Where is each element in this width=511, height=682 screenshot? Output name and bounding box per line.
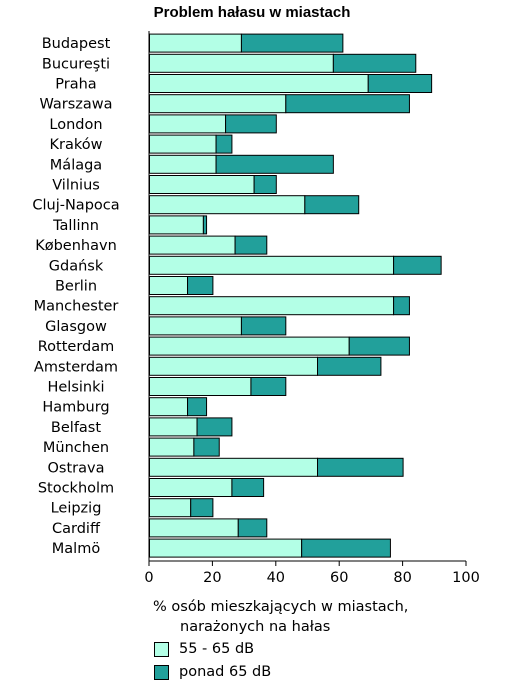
bar-København-series-2 bbox=[234, 235, 268, 255]
category-label: Helsinki bbox=[47, 380, 104, 396]
category-label: Manchester bbox=[34, 299, 119, 315]
bar-Budapest-series-2 bbox=[240, 33, 344, 53]
category-label: Vilnius bbox=[52, 178, 100, 194]
x-axis-label-line-1: % osób mieszkających w miastach, bbox=[153, 599, 409, 615]
bar-Ostrava-series-2 bbox=[317, 457, 404, 477]
bars bbox=[149, 33, 442, 558]
category-label: København bbox=[35, 238, 117, 254]
bar-Budapest-series-1 bbox=[149, 33, 242, 53]
bar-Tallinn-series-2 bbox=[202, 215, 208, 235]
category-label: Amsterdam bbox=[34, 359, 118, 375]
bar-Hamburg-series-2 bbox=[187, 397, 208, 417]
bar-Málaga-series-1 bbox=[149, 154, 217, 174]
bar-Vilnius-series-2 bbox=[253, 175, 277, 194]
bar-Bucureşti-series-1 bbox=[149, 53, 334, 73]
bar-Rotterdam-series-2 bbox=[348, 336, 410, 356]
bar-Glasgow-series-1 bbox=[149, 316, 242, 336]
bar-München-series-2 bbox=[193, 437, 220, 457]
bar-Kraków-series-1 bbox=[149, 134, 217, 154]
bar-Málaga-series-2 bbox=[215, 154, 334, 174]
bar-Warszawa-series-1 bbox=[149, 94, 287, 114]
category-label: Tallinn bbox=[52, 218, 99, 234]
category-label: Bucureşti bbox=[42, 56, 110, 72]
x-tick-label: 40 bbox=[267, 570, 285, 586]
bar-Malmö-series-2 bbox=[301, 538, 391, 558]
legend-swatch-series-1 bbox=[154, 641, 169, 657]
category-label: Hamburg bbox=[42, 400, 109, 416]
legend-swatch-series-2 bbox=[154, 664, 169, 680]
legend-item-series-2: ponad 65 dB bbox=[154, 664, 271, 680]
bar-Leipzig-series-2 bbox=[190, 498, 214, 518]
legend-label-series-2: ponad 65 dB bbox=[179, 664, 272, 680]
bar-Praha-series-2 bbox=[367, 74, 433, 93]
category-label: München bbox=[43, 440, 109, 456]
bar-Helsinki-series-2 bbox=[250, 377, 287, 396]
category-label: Praha bbox=[55, 77, 96, 93]
category-label: Rotterdam bbox=[38, 339, 115, 355]
bar-Praha-series-1 bbox=[149, 74, 369, 93]
legend-label-series-1: 55 - 65 dB bbox=[179, 641, 255, 657]
bar-Amsterdam-series-1 bbox=[149, 356, 319, 376]
bar-London-series-1 bbox=[149, 114, 227, 134]
bar-Gdańsk-series-1 bbox=[149, 255, 395, 275]
category-label: Budapest bbox=[42, 36, 111, 52]
bar-Manchester-series-1 bbox=[149, 296, 395, 316]
category-label: Cardiff bbox=[52, 521, 101, 537]
bar-Manchester-series-2 bbox=[393, 296, 410, 316]
bar-Rotterdam-series-1 bbox=[149, 336, 350, 356]
category-label: Kraków bbox=[50, 137, 103, 153]
category-label: Stockholm bbox=[38, 481, 114, 497]
x-tick-label: 20 bbox=[203, 570, 221, 586]
bar-Vilnius-series-1 bbox=[149, 175, 255, 194]
bar-Amsterdam-series-2 bbox=[317, 356, 382, 376]
category-label: Belfast bbox=[51, 420, 101, 436]
category-label: Leipzig bbox=[51, 501, 102, 517]
bar-Belfast-series-2 bbox=[196, 417, 233, 437]
x-tick-label: 100 bbox=[452, 570, 480, 586]
category-label: Warszawa bbox=[39, 97, 112, 113]
bar-Ostrava-series-1 bbox=[149, 457, 319, 477]
bar-Berlin-series-1 bbox=[149, 276, 189, 295]
category-label: Gdańsk bbox=[49, 258, 104, 274]
legend-item-series-1: 55 - 65 dB bbox=[154, 641, 254, 657]
category-label: Málaga bbox=[50, 157, 102, 173]
category-labels: Budapest Bucureşti Praha Warszawa London Krak… bbox=[32, 36, 119, 557]
x-tick-label: 0 bbox=[144, 570, 153, 586]
bar-Bucureşti-series-2 bbox=[332, 53, 417, 73]
bar-Glasgow-series-2 bbox=[240, 316, 287, 336]
category-label: Glasgow bbox=[45, 319, 107, 335]
category-label: Cluj-Napoca bbox=[32, 198, 119, 214]
x-tick-label: 80 bbox=[393, 570, 411, 586]
bar-Cluj-Napoca-series-2 bbox=[304, 195, 360, 215]
x-tick-label: 60 bbox=[330, 570, 348, 586]
x-axis-label-line-2: narażonych na hałas bbox=[180, 619, 331, 635]
bar-Leipzig-series-1 bbox=[149, 498, 192, 518]
bar-Warszawa-series-2 bbox=[285, 94, 410, 114]
bar-Berlin-series-2 bbox=[187, 276, 214, 295]
bar-Kraków-series-2 bbox=[215, 134, 233, 154]
bar-Belfast-series-1 bbox=[149, 417, 198, 437]
bar-Cluj-Napoca-series-1 bbox=[149, 195, 306, 215]
bar-Cardiff-series-1 bbox=[149, 518, 239, 538]
bar-Tallinn-series-1 bbox=[149, 215, 204, 235]
bar-Stockholm-series-1 bbox=[149, 478, 233, 497]
bar-Hamburg-series-1 bbox=[149, 397, 189, 417]
axes: 0 20 40 60 80 100 bbox=[144, 31, 480, 586]
category-label: Berlin bbox=[55, 279, 97, 295]
bar-Stockholm-series-2 bbox=[231, 478, 265, 497]
bar-London-series-2 bbox=[225, 114, 277, 134]
category-label: Ostrava bbox=[48, 460, 105, 476]
bar-Malmö-series-1 bbox=[149, 538, 303, 558]
category-label: Malmö bbox=[52, 541, 101, 557]
bar-København-series-1 bbox=[149, 235, 236, 255]
category-label: London bbox=[49, 117, 102, 133]
bar-Helsinki-series-1 bbox=[149, 377, 252, 396]
bar-Gdańsk-series-2 bbox=[393, 255, 442, 275]
bar-München-series-1 bbox=[149, 437, 195, 457]
bar-Cardiff-series-2 bbox=[237, 518, 268, 538]
chart-title: Problem hałasu w miastach bbox=[154, 4, 351, 21]
